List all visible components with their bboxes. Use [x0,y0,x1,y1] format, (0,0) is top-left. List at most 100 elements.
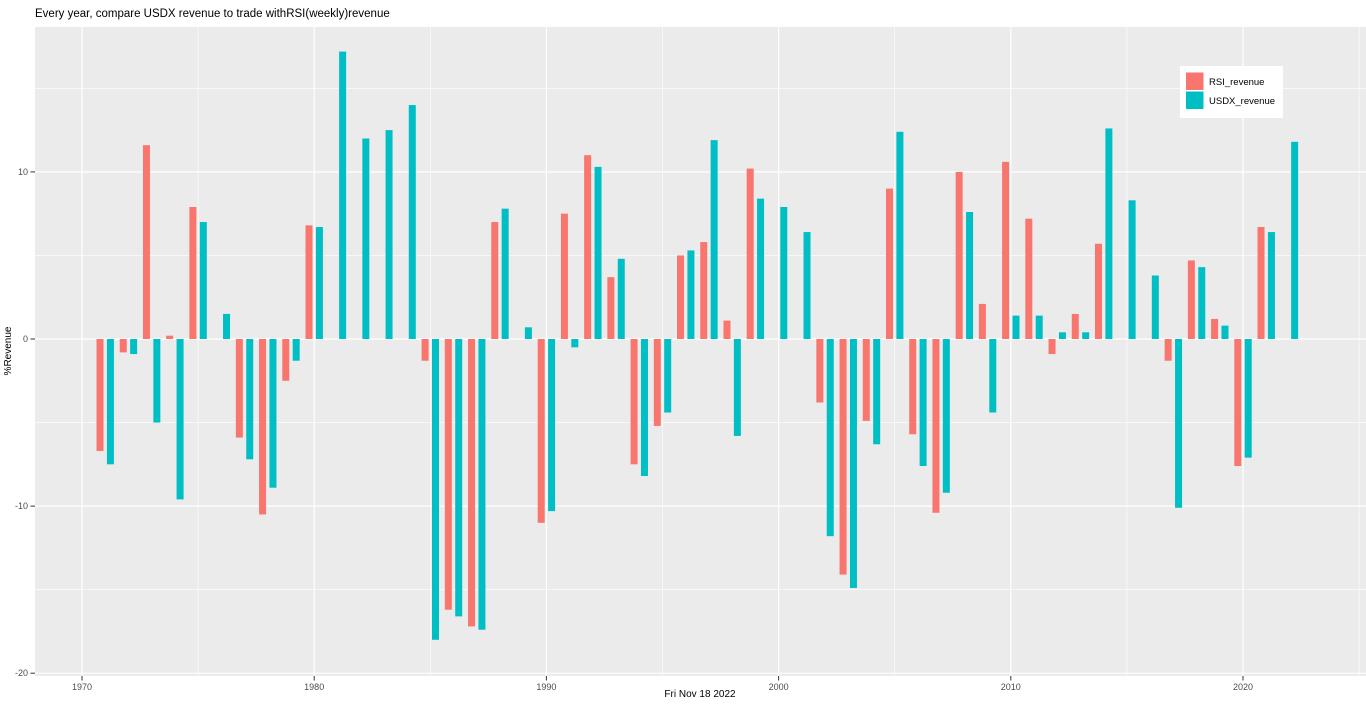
bar-USDX_revenue-1976 [223,313,231,339]
bar-RSI_revenue-1986 [444,339,452,610]
bar-RSI_revenue-1995 [653,339,661,426]
legend-swatch-rsi-revenue [1186,72,1204,90]
bar-RSI_revenue-1998 [723,320,731,339]
x-tick-label-1970: 1970 [72,682,92,692]
y-tick-label-10: 10 [18,167,28,177]
bar-USDX_revenue-2020 [1244,339,1252,458]
bar-USDX_revenue-1983 [385,130,393,339]
bar-USDX_revenue-1987 [478,339,486,630]
bar-RSI_revenue-2007 [932,339,940,513]
bar-USDX_revenue-1984 [408,105,416,339]
bar-USDX_revenue-2009 [989,339,997,413]
bar-RSI_revenue-1991 [560,213,568,339]
bar-USDX_revenue-1977 [246,339,254,460]
bar-RSI_revenue-1971 [96,339,104,451]
bar-USDX_revenue-2001 [803,232,811,339]
legend-swatch-usdx-revenue [1186,91,1204,109]
bar-RSI_revenue-2005 [886,188,893,339]
bar-USDX_revenue-2000 [780,206,788,339]
bar-RSI_revenue-1980 [305,225,313,339]
x-tick-label-2000: 2000 [769,682,789,692]
bar-USDX_revenue-1978 [269,339,277,488]
bar-RSI_revenue-2008 [955,171,963,339]
bar-USDX_revenue-2016 [1151,275,1159,339]
bar-USDX_revenue-2015 [1128,200,1136,339]
bar-RSI_revenue-2009 [978,303,986,339]
x-tick-label-1980: 1980 [304,682,324,692]
bar-USDX_revenue-2013 [1082,332,1090,339]
bar-USDX_revenue-1981 [339,51,347,339]
bar-USDX_revenue-1985 [432,339,439,640]
bar-USDX_revenue-1972 [130,339,138,355]
bar-RSI_revenue-2006 [909,339,917,435]
bar-RSI_revenue-2003 [839,339,847,575]
x-axis-title: Fri Nov 18 2022 [664,689,736,700]
bar-RSI_revenue-1979 [282,339,290,381]
bar-USDX_revenue-2012 [1058,332,1066,339]
bar-RSI_revenue-2019 [1211,318,1219,339]
bar-RSI_revenue-2004 [862,339,870,421]
bar-USDX_revenue-1990 [548,339,556,512]
bar-RSI_revenue-1997 [700,242,708,339]
plot-panel [35,27,1366,676]
bar-RSI_revenue-1988 [491,222,499,339]
bar-RSI_revenue-1996 [677,255,685,339]
bar-USDX_revenue-1997 [710,140,718,339]
bar-RSI_revenue-2010 [1002,161,1010,339]
bar-USDX_revenue-2007 [942,339,950,493]
bar-USDX_revenue-1999 [757,198,765,339]
bar-USDX_revenue-2014 [1105,128,1113,339]
bar-RSI_revenue-1977 [235,339,243,438]
bar-RSI_revenue-2018 [1187,260,1195,339]
bar-USDX_revenue-1989 [524,327,532,339]
chart-title: Every year, compare USDX revenue to trad… [35,8,390,20]
bar-RSI_revenue-1993 [607,277,615,339]
bar-USDX_revenue-2018 [1198,267,1206,339]
bar-RSI_revenue-2012 [1048,339,1056,355]
axis-tick-labels: 1970 1980 1990 2000 2010 2020 10 0 -10 -20 [15,167,1253,692]
bar-USDX_revenue-2008 [966,212,974,339]
bar-USDX_revenue-1995 [664,339,672,413]
x-tick-label-1990: 1990 [536,682,556,692]
bar-series-group [96,51,1299,640]
bar-RSI_revenue-1994 [630,339,638,465]
bar-USDX_revenue-1994 [640,339,648,477]
bar-USDX_revenue-1974 [176,339,184,500]
y-axis-title: %Revenue [3,326,14,375]
bar-RSI_revenue-2020 [1234,339,1242,466]
bar-USDX_revenue-1973 [153,339,161,423]
bar-RSI_revenue-1978 [259,339,267,515]
x-tick-label-2020: 2020 [1233,682,1253,692]
bar-USDX_revenue-1991 [571,339,579,348]
x-tick-label-2010: 2010 [1001,682,1021,692]
bar-USDX_revenue-2004 [873,339,881,445]
bar-USDX_revenue-1988 [501,208,509,339]
bar-RSI_revenue-1973 [142,145,150,339]
bar-USDX_revenue-1979 [292,339,300,361]
bar-USDX_revenue-2019 [1221,325,1229,339]
axis-ticks [30,171,1244,681]
y-tick-label--10: -10 [15,501,28,511]
y-tick-label-0: 0 [23,334,28,344]
legend-label-rsi-revenue: RSI_revenue [1209,77,1264,88]
bar-RSI_revenue-1987 [468,339,476,627]
bar-USDX_revenue-2010 [1012,315,1020,339]
bar-USDX_revenue-1986 [455,339,463,617]
bar-USDX_revenue-1996 [687,250,695,339]
bar-USDX_revenue-1980 [315,227,323,339]
bar-USDX_revenue-1998 [733,339,741,436]
bar-RSI_revenue-1999 [746,168,754,339]
bar-USDX_revenue-1975 [199,222,207,339]
bar-USDX_revenue-1971 [106,339,114,465]
bar-RSI_revenue-1972 [119,339,127,353]
bar-USDX_revenue-2021 [1267,232,1275,339]
bar-USDX_revenue-2017 [1175,339,1183,508]
bar-RSI_revenue-2013 [1071,313,1079,339]
bar-USDX_revenue-2006 [919,339,927,466]
bar-RSI_revenue-2017 [1164,339,1172,361]
bar-RSI_revenue-1990 [537,339,545,523]
bar-USDX_revenue-1993 [617,258,625,339]
bar-RSI_revenue-2011 [1025,218,1033,339]
